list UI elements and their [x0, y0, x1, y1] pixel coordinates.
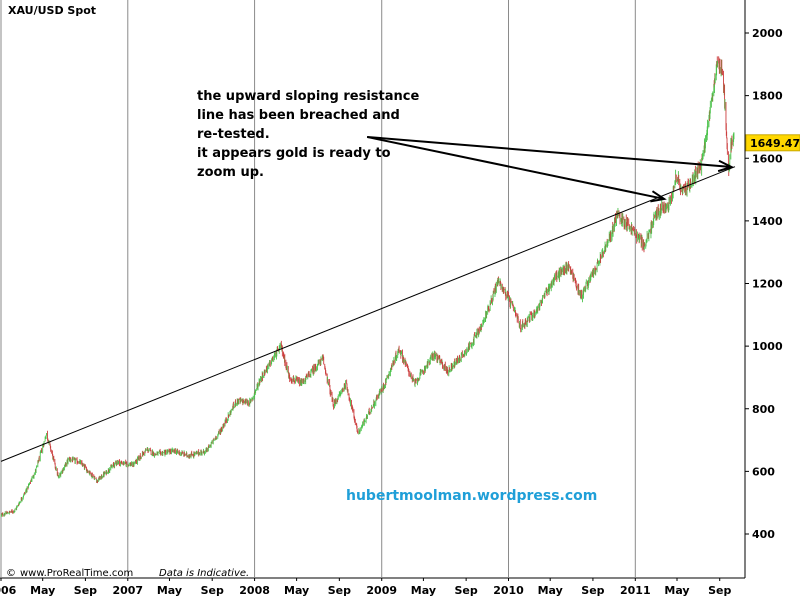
- x-tick-label: Sep: [201, 584, 224, 597]
- y-tick-label: 1200: [752, 278, 783, 291]
- annotation-arrow-line: [366, 135, 665, 200]
- y-tick-label: 2000: [752, 27, 783, 40]
- trendline-layer: [0, 166, 736, 462]
- candlestick-series: [0, 56, 735, 517]
- x-tick-label: Sep: [74, 584, 97, 597]
- x-tick-label: May: [664, 584, 689, 597]
- x-tick-label: May: [30, 584, 55, 597]
- plot-area: [0, 0, 745, 578]
- annotation-line: re-tested.: [197, 127, 270, 142]
- y-tick-label: 1400: [752, 215, 783, 228]
- x-tick-label: Sep: [708, 584, 731, 597]
- last-price-tag: 1649.475: [745, 134, 800, 152]
- y-tick-label: 400: [752, 528, 775, 541]
- chart-title: XAU/USD Spot: [8, 4, 96, 17]
- x-tick-label: 2007: [112, 584, 143, 597]
- y-tick-label: 1600: [752, 152, 783, 165]
- annotation-line: line has been breached and: [197, 108, 400, 123]
- y-tick-label: 600: [752, 465, 775, 478]
- arrow-layer: [366, 135, 735, 203]
- x-tick-label: Sep: [455, 584, 478, 597]
- last-price-tag-bg: [745, 134, 800, 152]
- x-tick-label: Sep: [328, 584, 351, 597]
- copyright-symbol: ©: [6, 568, 16, 579]
- annotation-line: it appears gold is ready to: [197, 146, 391, 161]
- y-tick-label: 800: [752, 403, 775, 416]
- x-tick-label: 2011: [620, 584, 651, 597]
- x-tick-label: 2010: [493, 584, 524, 597]
- x-tick-label: May: [157, 584, 182, 597]
- x-tick-label: May: [538, 584, 563, 597]
- x-tick-label: Sep: [581, 584, 604, 597]
- annotation-arrow-head: [717, 159, 735, 173]
- annotation-text: the upward sloping resistance line has be…: [197, 89, 419, 180]
- y-tick-label: 1800: [752, 90, 783, 103]
- source-text: www.ProRealTime.com: [20, 568, 133, 579]
- last-price-value: 1649.475: [750, 137, 800, 150]
- x-tick-label: 2009: [366, 584, 397, 597]
- annotation-arrow-line: [367, 135, 732, 169]
- grid-lines: [0, 0, 636, 578]
- x-tick-label: May: [284, 584, 309, 597]
- x-tick-label: 2006: [0, 584, 17, 597]
- x-tick-label: May: [411, 584, 436, 597]
- annotation-line: zoom up.: [197, 165, 264, 180]
- x-axis: 2006 May Sep 2007 May Sep 2008 May Sep 2009 May Sep…: [0, 578, 731, 597]
- x-tick-label: 2008: [239, 584, 270, 597]
- resistance-trendline: [0, 166, 736, 462]
- watermark-text: hubertmoolman.wordpress.com: [346, 488, 597, 504]
- annotation-line: the upward sloping resistance: [197, 89, 419, 104]
- y-tick-label: 1000: [752, 340, 783, 353]
- y-axis: 400 600 800 1000 1200 1400 1600 1800 2000: [745, 27, 783, 541]
- annotation-arrow-head: [650, 190, 667, 203]
- data-note: Data is Indicative.: [159, 568, 249, 579]
